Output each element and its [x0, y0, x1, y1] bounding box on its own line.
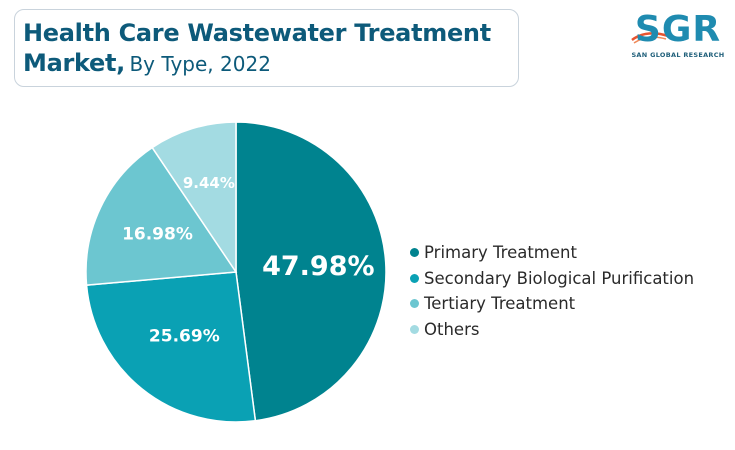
- legend-swatch: [410, 273, 419, 283]
- legend-item: Secondary Biological Purification: [410, 266, 735, 292]
- legend-item: Primary Treatment: [410, 240, 735, 266]
- sgr-logo: SGR SAN GLOBAL RESEARCH: [628, 10, 728, 62]
- title-box: Health Care Wastewater Treatment Market,…: [14, 9, 519, 87]
- pie-slice-primary-treatment: [235, 121, 387, 422]
- slice-value-label: 9.44%: [183, 174, 235, 192]
- legend-label: Tertiary Treatment: [424, 294, 576, 314]
- slice-value-label: 16.98%: [122, 225, 193, 245]
- logo-name: SGR: [634, 9, 722, 50]
- chart-title-line1: Health Care Wastewater Treatment: [23, 19, 491, 47]
- legend-item: Tertiary Treatment: [410, 291, 735, 317]
- chart-title-market: Market,: [23, 49, 125, 77]
- legend-label: Secondary Biological Purification: [424, 268, 695, 288]
- chart-subtitle: By Type, 2022: [129, 52, 271, 76]
- slice-value-label: 25.69%: [149, 326, 220, 346]
- logo-tagline: SAN GLOBAL RESEARCH: [631, 51, 725, 59]
- pie-slice-tertiary-treatment: [85, 146, 238, 286]
- legend-swatch: [410, 248, 419, 258]
- legend-label: Primary Treatment: [424, 243, 577, 263]
- legend-label: Others: [424, 319, 480, 339]
- legend-swatch: [410, 299, 419, 309]
- chart-title-line2: Market, By Type, 2022: [23, 48, 518, 82]
- pie-slice-others: [151, 121, 237, 275]
- pie-slice-secondary-biological-purification: [85, 271, 257, 423]
- slice-value-label: 47.98%: [262, 251, 374, 282]
- legend-swatch: [410, 324, 419, 334]
- legend-item: Others: [410, 317, 735, 343]
- logo-swoosh-icon: [631, 32, 669, 44]
- chart-legend: Primary Treatment Secondary Biological Pu…: [410, 240, 735, 342]
